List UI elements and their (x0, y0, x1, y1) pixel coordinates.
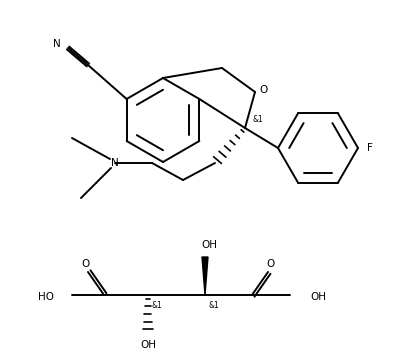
Text: OH: OH (201, 240, 217, 250)
Text: O: O (267, 259, 275, 269)
Text: N: N (111, 158, 119, 168)
Text: &1: &1 (253, 115, 264, 124)
Polygon shape (202, 257, 208, 295)
Text: OH: OH (310, 292, 326, 302)
Text: OH: OH (140, 340, 156, 350)
Text: O: O (260, 85, 268, 95)
Text: HO: HO (38, 292, 54, 302)
Text: &1: &1 (152, 301, 163, 309)
Text: O: O (82, 259, 90, 269)
Text: F: F (367, 143, 373, 153)
Text: N: N (53, 39, 61, 49)
Text: &1: &1 (209, 301, 220, 309)
